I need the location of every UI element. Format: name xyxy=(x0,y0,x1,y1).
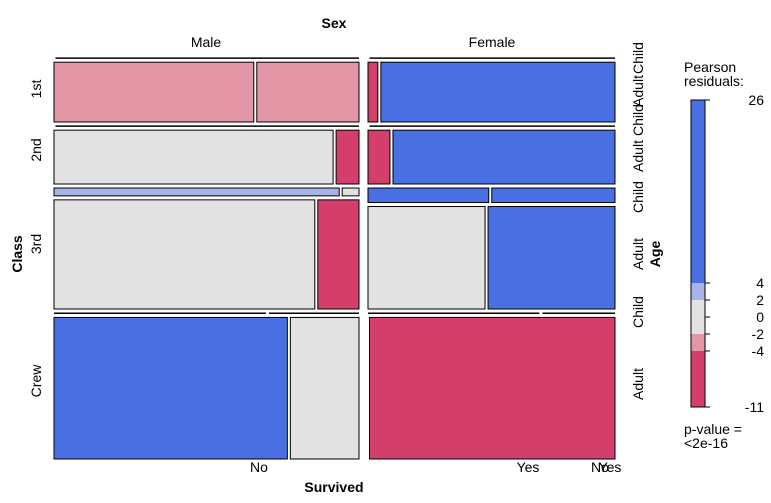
age-label-3rd-adult: Adult xyxy=(630,238,646,270)
row-level-2nd: 2nd xyxy=(28,138,44,161)
tile-crew-male-adult-yes xyxy=(289,316,360,460)
tile-3rd-male-child-no xyxy=(53,187,340,197)
tile-3rd-male-adult-yes xyxy=(317,199,360,310)
legend-tick-label-5: -4 xyxy=(752,343,765,359)
tile-1st-female-adult-yes xyxy=(380,61,616,123)
col-level-female: Female xyxy=(469,34,516,50)
row-level-1st: 1st xyxy=(28,80,44,99)
col-level-male: Male xyxy=(191,34,222,50)
legend-band-1 xyxy=(691,283,705,300)
legend-tick-label-4: -2 xyxy=(752,326,765,342)
survived-label-female-no: No xyxy=(591,459,609,475)
legend-bar-frame xyxy=(690,99,706,408)
legend-tick-label-2: 2 xyxy=(756,292,764,308)
tile-3rd-female-child-no xyxy=(367,187,490,204)
pvalue-line1: p-value = xyxy=(684,421,742,437)
tile-3rd-female-adult-no xyxy=(367,206,486,310)
tile-crew-female-adult-yes xyxy=(369,316,616,460)
legend-band-0 xyxy=(691,100,705,283)
col-var-title: Sex xyxy=(322,15,347,31)
legend-tick-label-0: 26 xyxy=(748,92,764,108)
legend-band-3 xyxy=(691,334,705,351)
legend-band-2 xyxy=(691,300,705,334)
age-label-1st-adult: Adult xyxy=(630,75,646,107)
tile-1st-male-adult-yes xyxy=(256,61,360,123)
survived-label-male-no: No xyxy=(250,459,268,475)
tile-2nd-male-adult-yes xyxy=(335,129,360,185)
age-label-3rd-child: Child xyxy=(630,181,646,213)
age-label-2nd-child: Child xyxy=(630,104,646,136)
legend-title-line2: residuals: xyxy=(684,73,744,89)
age-var-title: Age xyxy=(647,241,663,268)
mosaic-tiles xyxy=(53,61,616,460)
legend-title-line1: Pearson xyxy=(684,59,736,75)
age-label-crew-child: Child xyxy=(630,296,646,328)
legend-band-4 xyxy=(691,351,705,407)
age-label-2nd-adult: Adult xyxy=(630,140,646,172)
legend-tick-label-6: -11 xyxy=(745,399,764,415)
tile-3rd-female-adult-yes xyxy=(487,206,616,310)
tile-2nd-female-adult-yes xyxy=(392,129,616,185)
survived-var-title: Survived xyxy=(304,479,363,495)
row-level-3rd: 3rd xyxy=(28,234,44,254)
tile-3rd-male-child-yes xyxy=(341,187,360,197)
tile-2nd-male-adult-no xyxy=(53,129,334,185)
tile-1st-male-adult-no xyxy=(53,61,255,123)
axis-labels: Sex Male Female Class 1st 2nd 3rd Crew A… xyxy=(9,15,663,495)
tile-3rd-female-child-yes xyxy=(491,187,616,204)
survived-label-female-yes: Yes xyxy=(599,459,622,475)
age-label-crew-adult: Adult xyxy=(630,368,646,400)
row-level-crew: Crew xyxy=(28,364,44,398)
zero-cell-markers xyxy=(54,57,615,314)
tile-2nd-female-adult-no xyxy=(367,129,391,185)
age-label-1st-child: Child xyxy=(630,42,646,74)
survived-label-male-yes: Yes xyxy=(517,459,540,475)
pvalue-line2: <2e-16 xyxy=(684,435,728,451)
legend-tick-label-3: 0 xyxy=(756,309,764,325)
tile-3rd-male-adult-no xyxy=(53,199,316,310)
tile-crew-male-adult-no xyxy=(53,316,288,460)
tile-1st-female-adult-no xyxy=(367,61,379,123)
row-var-title: Class xyxy=(9,235,25,273)
legend-tick-label-1: 4 xyxy=(756,275,764,291)
